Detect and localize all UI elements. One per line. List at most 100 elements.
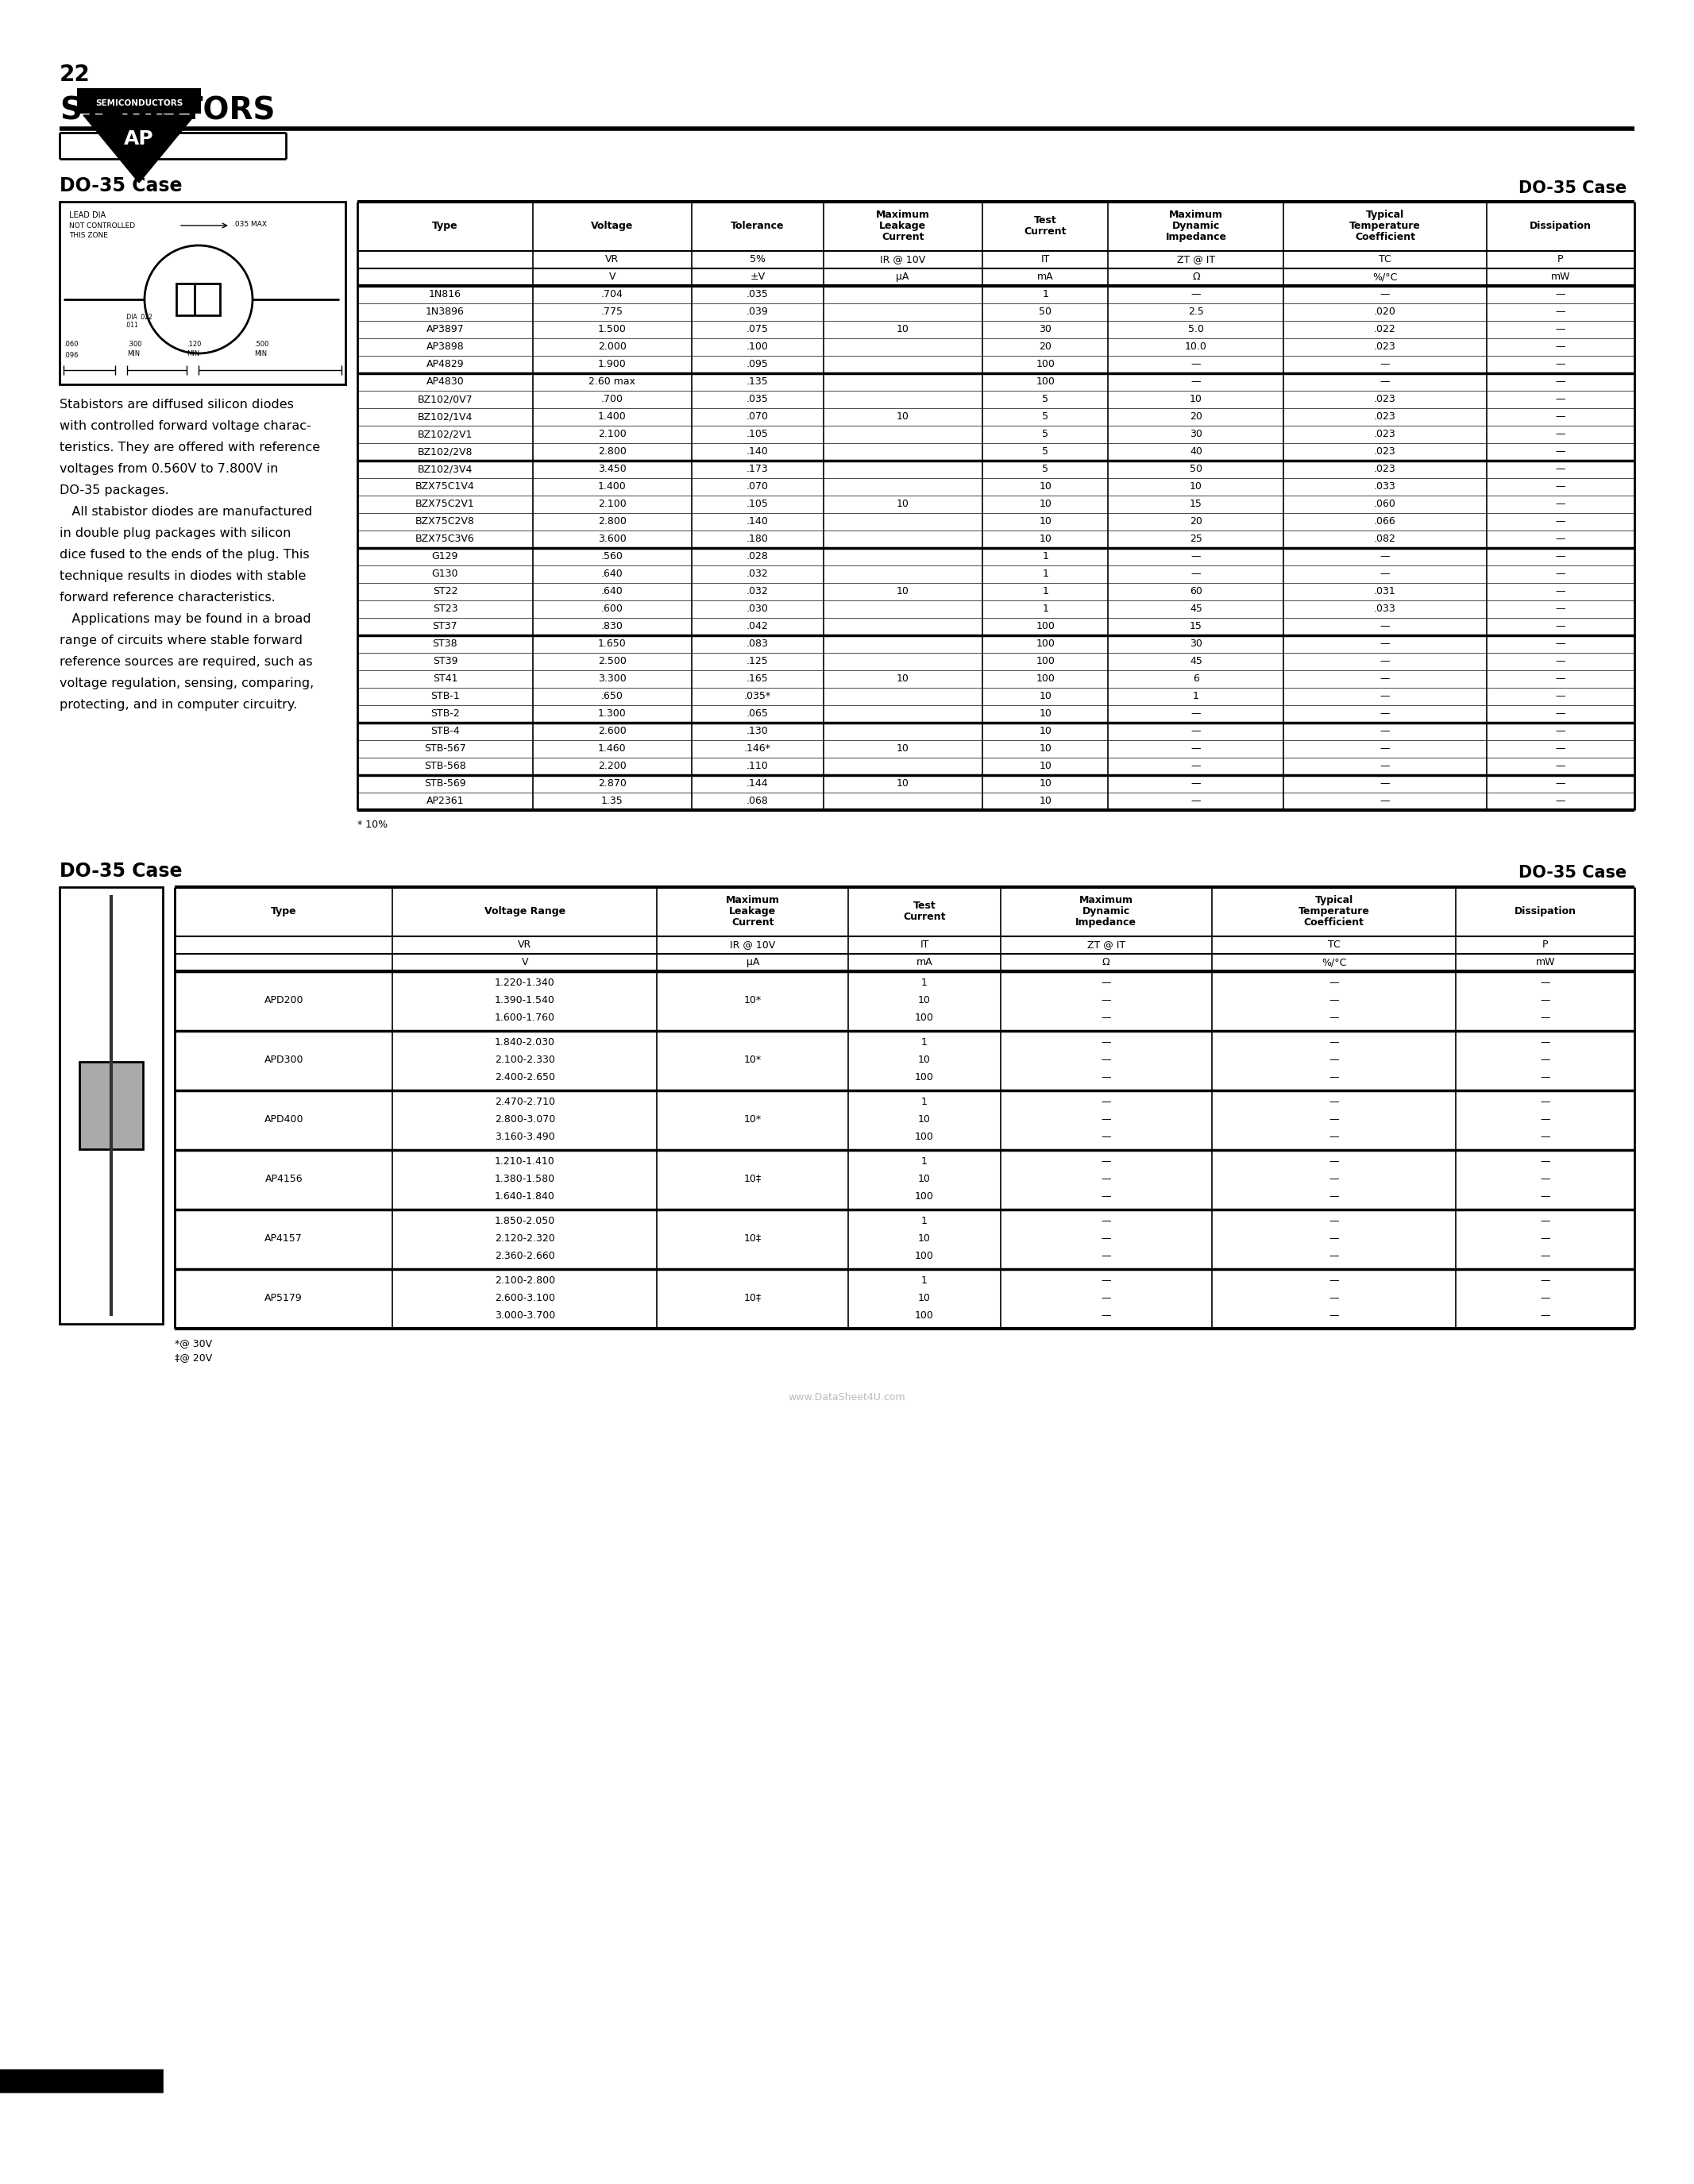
Text: 2.200: 2.200 xyxy=(598,760,627,771)
Text: Test: Test xyxy=(1033,216,1057,225)
Text: 10: 10 xyxy=(1038,725,1052,736)
Text: —: — xyxy=(1328,1013,1338,1022)
Text: —: — xyxy=(1101,1055,1111,1066)
Text: ST38: ST38 xyxy=(432,638,457,649)
Text: Current: Current xyxy=(903,911,945,922)
Text: .022: .022 xyxy=(139,314,152,321)
Text: dice fused to the ends of the plug. This: dice fused to the ends of the plug. This xyxy=(59,548,310,561)
Text: —: — xyxy=(1328,1155,1338,1166)
Text: .031: .031 xyxy=(1374,585,1396,596)
Text: —: — xyxy=(1101,1216,1111,1225)
Text: .700: .700 xyxy=(601,393,623,404)
Text: .110: .110 xyxy=(747,760,769,771)
Text: .140: .140 xyxy=(747,515,769,526)
Text: AP4156: AP4156 xyxy=(264,1173,303,1184)
Text: 2.60 max: 2.60 max xyxy=(590,376,635,387)
Text: 1: 1 xyxy=(1042,603,1049,614)
Text: .125: .125 xyxy=(747,655,769,666)
Text: in double plug packages with silicon: in double plug packages with silicon xyxy=(59,526,291,539)
Text: BZ102/1V4: BZ102/1V4 xyxy=(417,411,473,422)
Text: Ω: Ω xyxy=(1193,271,1199,282)
Text: —: — xyxy=(1540,1072,1550,1083)
Text: 1: 1 xyxy=(1042,585,1049,596)
Text: —: — xyxy=(1101,1155,1111,1166)
Text: 1: 1 xyxy=(1193,690,1199,701)
Text: 1.600-1.760: 1.600-1.760 xyxy=(495,1013,556,1022)
Text: .033: .033 xyxy=(1374,480,1396,491)
Text: Temperature: Temperature xyxy=(1298,906,1369,917)
Text: Impedance: Impedance xyxy=(1165,232,1226,242)
Bar xyxy=(76,87,202,114)
Text: BZX75C2V1: BZX75C2V1 xyxy=(415,498,474,509)
Text: IT: IT xyxy=(920,939,928,950)
Text: BZ102/2V8: BZ102/2V8 xyxy=(417,446,473,456)
Text: Maximum: Maximum xyxy=(1169,210,1223,221)
Text: STB-569: STB-569 xyxy=(424,778,466,788)
Text: .068: .068 xyxy=(747,795,769,806)
Text: .023: .023 xyxy=(1374,463,1396,474)
Text: 5%: 5% xyxy=(749,253,766,264)
Text: 1: 1 xyxy=(922,1216,928,1225)
Text: BZX75C3V6: BZX75C3V6 xyxy=(415,533,474,544)
Text: —: — xyxy=(1101,1310,1111,1321)
Text: 1.640-1.840: 1.640-1.840 xyxy=(495,1190,556,1201)
Text: —: — xyxy=(1555,568,1565,579)
Text: 1.500: 1.500 xyxy=(598,323,627,334)
Text: 10‡: 10‡ xyxy=(744,1293,762,1304)
Text: —: — xyxy=(1328,1275,1338,1286)
Text: 100: 100 xyxy=(915,1072,933,1083)
Text: BZ102/3V4: BZ102/3V4 xyxy=(417,463,473,474)
Text: .028: .028 xyxy=(747,550,769,561)
Bar xyxy=(59,887,163,1324)
Text: 2.800-3.070: 2.800-3.070 xyxy=(495,1114,556,1125)
Text: —: — xyxy=(1381,655,1391,666)
Text: —: — xyxy=(1555,376,1565,387)
Text: LEAD DIA: LEAD DIA xyxy=(69,212,105,218)
Text: —: — xyxy=(1381,620,1391,631)
Text: Voltage: Voltage xyxy=(591,221,634,232)
Text: .039: .039 xyxy=(747,306,769,317)
Text: 10: 10 xyxy=(918,1293,930,1304)
Text: —: — xyxy=(1191,550,1201,561)
Text: 10: 10 xyxy=(918,1234,930,1243)
Text: 10: 10 xyxy=(1038,778,1052,788)
Text: Current: Current xyxy=(732,917,774,928)
Text: Dissipation: Dissipation xyxy=(1530,221,1591,232)
Text: 10: 10 xyxy=(1038,795,1052,806)
Text: —: — xyxy=(1191,743,1201,753)
Text: —: — xyxy=(1555,550,1565,561)
Text: —: — xyxy=(1101,1251,1111,1260)
Text: .300: .300 xyxy=(127,341,142,347)
Text: 10*: 10* xyxy=(744,994,761,1005)
Text: —: — xyxy=(1381,638,1391,649)
Text: 10: 10 xyxy=(1038,760,1052,771)
Text: —: — xyxy=(1101,1131,1111,1142)
Text: —: — xyxy=(1381,690,1391,701)
Text: .035*: .035* xyxy=(744,690,771,701)
Text: —: — xyxy=(1555,725,1565,736)
Text: —: — xyxy=(1555,778,1565,788)
Text: —: — xyxy=(1381,743,1391,753)
Text: .140: .140 xyxy=(747,446,769,456)
Text: .640: .640 xyxy=(601,568,623,579)
Text: AP3897: AP3897 xyxy=(427,323,464,334)
Text: AP5179: AP5179 xyxy=(264,1293,303,1304)
Text: ±V: ±V xyxy=(750,271,766,282)
Text: .075: .075 xyxy=(747,323,769,334)
Text: 1.220-1.340: 1.220-1.340 xyxy=(495,978,556,987)
Text: .135: .135 xyxy=(747,376,769,387)
Text: —: — xyxy=(1540,996,1550,1005)
Text: ST23: ST23 xyxy=(432,603,457,614)
Text: 100: 100 xyxy=(915,1310,933,1321)
Text: 2.100-2.330: 2.100-2.330 xyxy=(495,1055,556,1066)
Text: Current: Current xyxy=(881,232,923,242)
Text: 100: 100 xyxy=(1035,673,1055,684)
Text: %/°C: %/°C xyxy=(1372,271,1398,282)
Text: —: — xyxy=(1101,1234,1111,1243)
Text: .600: .600 xyxy=(601,603,623,614)
Text: DO-35 packages.: DO-35 packages. xyxy=(59,485,169,496)
Text: STB-2: STB-2 xyxy=(430,708,459,719)
Text: mW: mW xyxy=(1535,957,1555,968)
Text: —: — xyxy=(1540,1173,1550,1184)
Text: —: — xyxy=(1555,393,1565,404)
